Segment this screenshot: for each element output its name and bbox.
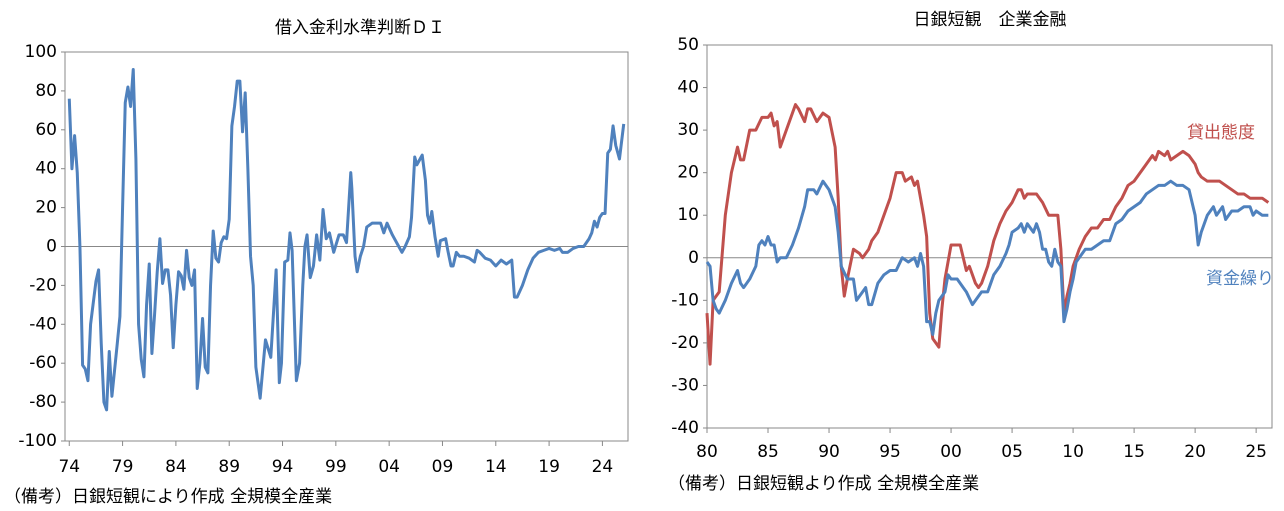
- y-tick-label: 80: [35, 81, 57, 101]
- series-label: 貸出態度: [1187, 123, 1255, 143]
- y-tick-label: 0: [46, 237, 57, 257]
- x-tick-label: 19: [538, 457, 560, 477]
- y-tick-label: 20: [677, 163, 699, 183]
- y-tick-label: 0: [688, 248, 699, 268]
- y-tick-label: 60: [35, 120, 57, 140]
- y-tick-label: -20: [671, 333, 699, 353]
- x-tick-label: 15: [1123, 442, 1145, 462]
- y-tick-label: 30: [677, 120, 699, 140]
- y-tick-label: -40: [29, 314, 57, 334]
- x-tick-label: 05: [1001, 442, 1023, 462]
- x-tick-label: 00: [940, 442, 962, 462]
- y-tick-label: 20: [35, 198, 57, 218]
- y-tick-label: -100: [18, 431, 57, 451]
- y-tick-label: -80: [29, 392, 57, 412]
- y-tick-label: -40: [671, 418, 699, 438]
- x-tick-label: 84: [165, 457, 187, 477]
- x-tick-label: 24: [592, 457, 614, 477]
- x-tick-label: 94: [272, 457, 294, 477]
- y-tick-label: 40: [677, 78, 699, 98]
- x-tick-label: 10: [1062, 442, 1084, 462]
- y-tick-label: 10: [677, 205, 699, 225]
- chart-note: （備考）日銀短観より作成 全規模全産業: [668, 474, 979, 494]
- x-tick-label: 74: [58, 457, 80, 477]
- x-tick-label: 89: [218, 457, 240, 477]
- x-tick-label: 79: [112, 457, 134, 477]
- x-tick-label: 04: [378, 457, 400, 477]
- x-tick-label: 85: [757, 442, 779, 462]
- x-tick-label: 95: [879, 442, 901, 462]
- x-tick-label: 99: [325, 457, 347, 477]
- chart-title: 借入金利水準判断ＤＩ: [275, 18, 445, 38]
- y-tick-label: -30: [671, 375, 699, 395]
- y-tick-label: 100: [25, 42, 57, 62]
- plot-frame: [706, 44, 1273, 429]
- x-tick-label: 90: [818, 442, 840, 462]
- x-tick-label: 20: [1184, 442, 1206, 462]
- data-line: [705, 103, 1270, 366]
- y-tick-label: -10: [671, 290, 699, 310]
- x-tick-label: 25: [1245, 442, 1267, 462]
- y-tick-label: -60: [29, 353, 57, 373]
- x-tick-label: 09: [432, 457, 454, 477]
- y-tick-label: 50: [677, 35, 699, 55]
- x-tick-label: 14: [485, 457, 507, 477]
- y-tick-label: 40: [35, 159, 57, 179]
- series-label: 資金繰り: [1206, 269, 1274, 289]
- chart-title: 日銀短観 企業金融: [914, 10, 1067, 30]
- y-tick-label: -20: [29, 275, 57, 295]
- chart-note: （備考）日銀短観により作成 全規模全産業: [4, 487, 332, 507]
- data-line: [67, 68, 626, 412]
- x-tick-label: 80: [696, 442, 718, 462]
- data-line: [705, 179, 1269, 336]
